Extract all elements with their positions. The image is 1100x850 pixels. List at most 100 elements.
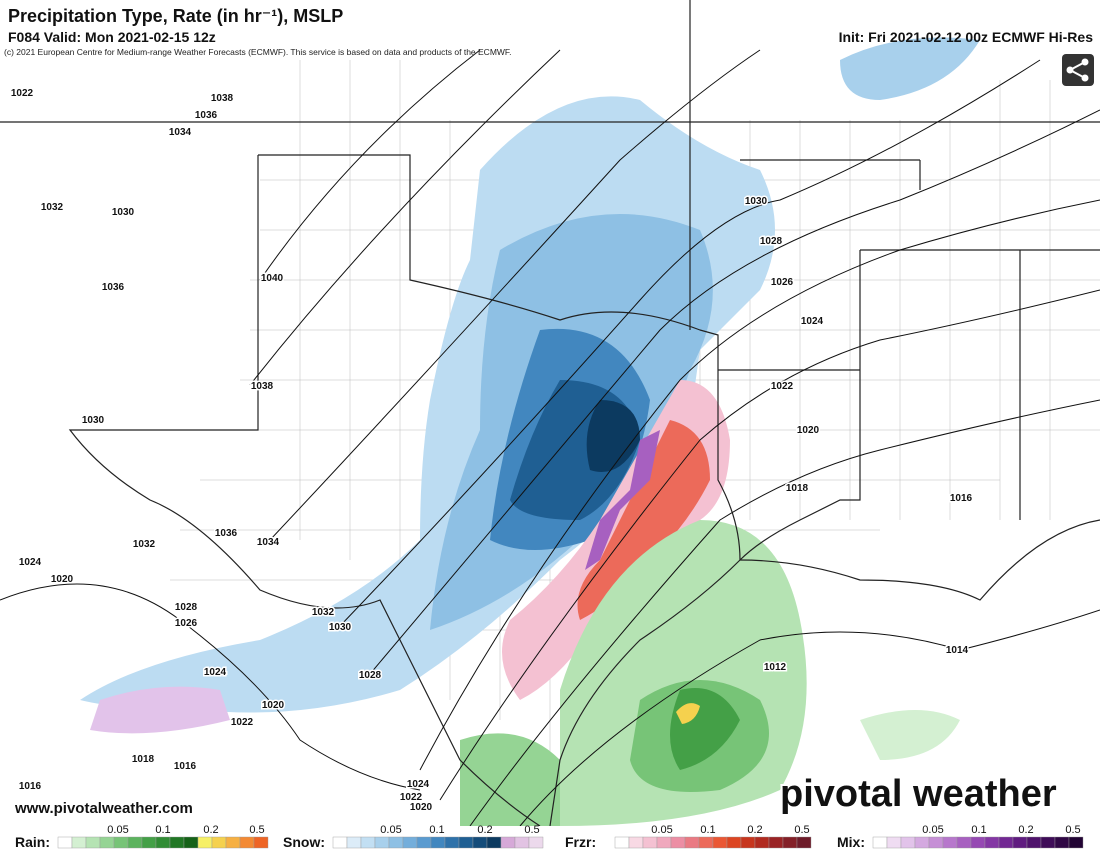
legend-tick: 0.2	[477, 824, 492, 836]
isobar-label: 1016	[19, 781, 42, 792]
isobar-label: 1024	[19, 557, 42, 568]
legend-label: Mix:	[837, 834, 865, 850]
isobar-label: 1028	[760, 236, 783, 247]
isobar-label: 1028	[359, 670, 382, 681]
legend-label: Snow:	[283, 834, 325, 850]
legend-tick: 0.1	[971, 824, 986, 836]
legend-swatch	[85, 836, 101, 849]
isobar-label: 1012	[764, 662, 787, 673]
legend-swatch	[332, 836, 348, 849]
legend-swatch	[684, 836, 700, 849]
legend-swatch	[1054, 836, 1070, 849]
legend-swatch	[458, 836, 474, 849]
website: www.pivotalweather.com	[14, 800, 193, 817]
legend-swatch	[656, 836, 672, 849]
isobar-label: 1018	[132, 754, 155, 765]
copyright: (c) 2021 European Centre for Medium-rang…	[4, 47, 512, 57]
legend-swatch	[782, 836, 798, 849]
isobar-label: 1028	[175, 602, 198, 613]
isobar-label: 1024	[204, 667, 227, 678]
legend-swatch	[169, 836, 185, 849]
legend-swatch	[768, 836, 784, 849]
legend-swatch	[402, 836, 418, 849]
legend-swatch	[628, 836, 644, 849]
isobar-label: 1016	[950, 493, 973, 504]
legend-tick: 0.2	[747, 824, 762, 836]
isobar-label: 1034	[257, 537, 280, 548]
legend-swatch	[712, 836, 728, 849]
init-time: Init: Fri 2021-02-12 00z ECMWF Hi-Res	[839, 29, 1094, 45]
legend-swatch	[430, 836, 446, 849]
isobar-label: 1016	[174, 761, 197, 772]
isobar-label: 1022	[771, 381, 794, 392]
legend-swatch	[670, 836, 686, 849]
map-title: Precipitation Type, Rate (in hr⁻¹), MSLP	[8, 6, 343, 26]
isobar-label: 1030	[82, 415, 105, 426]
legend-label: Rain:	[15, 834, 50, 850]
legend-tick: 0.05	[380, 824, 401, 836]
legend-swatch	[197, 836, 213, 849]
legend-swatch	[970, 836, 986, 849]
legend-swatch	[211, 836, 227, 849]
legend-swatch	[239, 836, 255, 849]
isobar-labels: 1022 1038 1036 1034 1032 1030 1040 1036 1038 1030…	[9, 87, 974, 815]
legend-tick: 0.5	[249, 824, 264, 836]
legend-swatch	[998, 836, 1014, 849]
legend-swatch	[796, 836, 812, 849]
legend-swatch	[127, 836, 143, 849]
isobar-lines	[0, 49, 1100, 827]
legend: Rain: 0.05 0.1 0.2 0.5 Snow: 0.05 0.1 0.2 0.5 Frzr…	[15, 824, 1084, 850]
legend-swatch	[914, 836, 930, 849]
legend-tick: 0.05	[651, 824, 672, 836]
legend-swatch	[225, 836, 241, 849]
legend-swatch	[1026, 836, 1042, 849]
legend-swatch	[726, 836, 742, 849]
isobar-label: 1020	[797, 425, 820, 436]
isobar-label: 1022	[231, 717, 254, 728]
legend-label: Frzr:	[565, 834, 596, 850]
legend-swatch	[698, 836, 714, 849]
state-borders	[0, 0, 1100, 827]
legend-swatch	[514, 836, 530, 849]
share-button[interactable]	[1062, 54, 1094, 86]
isobar-label: 1038	[211, 93, 234, 104]
legend-tick: 0.5	[1065, 824, 1080, 836]
isobar-label: 1030	[745, 196, 768, 207]
isobar-label: 1030	[112, 207, 135, 218]
isobar-label: 1030	[329, 622, 352, 633]
isobar-label: 1014	[946, 645, 969, 656]
legend-swatch	[360, 836, 376, 849]
isobar-label: 1032	[312, 607, 335, 618]
isobar-label: 1038	[251, 381, 274, 392]
isobar-label: 1026	[771, 277, 794, 288]
legend-swatch	[444, 836, 460, 849]
isobar-label: 1036	[215, 528, 238, 539]
legend-swatch	[754, 836, 770, 849]
legend-tick: 0.05	[107, 824, 128, 836]
legend-tick: 0.1	[155, 824, 170, 836]
legend-swatch	[528, 836, 544, 849]
legend-swatch	[942, 836, 958, 849]
legend-swatch	[740, 836, 756, 849]
legend-swatch	[500, 836, 516, 849]
header: Precipitation Type, Rate (in hr⁻¹), MSLP…	[4, 6, 1093, 57]
legend-swatch	[57, 836, 73, 849]
legend-swatch	[71, 836, 87, 849]
legend-swatch	[472, 836, 488, 849]
legend-swatch	[155, 836, 171, 849]
isobar-label: 1024	[407, 779, 430, 790]
legend-swatch	[1068, 836, 1084, 849]
isobar-label: 1036	[102, 282, 125, 293]
legend-swatch	[1012, 836, 1028, 849]
legend-tick: 0.1	[429, 824, 444, 836]
isobar-label: 1020	[51, 574, 74, 585]
isobar-label: 1024	[801, 316, 824, 327]
legend-swatch	[642, 836, 658, 849]
legend-tick: 0.1	[700, 824, 715, 836]
isobar-label: 1040	[261, 273, 284, 284]
legend-tick: 0.5	[794, 824, 809, 836]
isobar-label: 1020	[262, 700, 285, 711]
legend-tick: 0.2	[203, 824, 218, 836]
